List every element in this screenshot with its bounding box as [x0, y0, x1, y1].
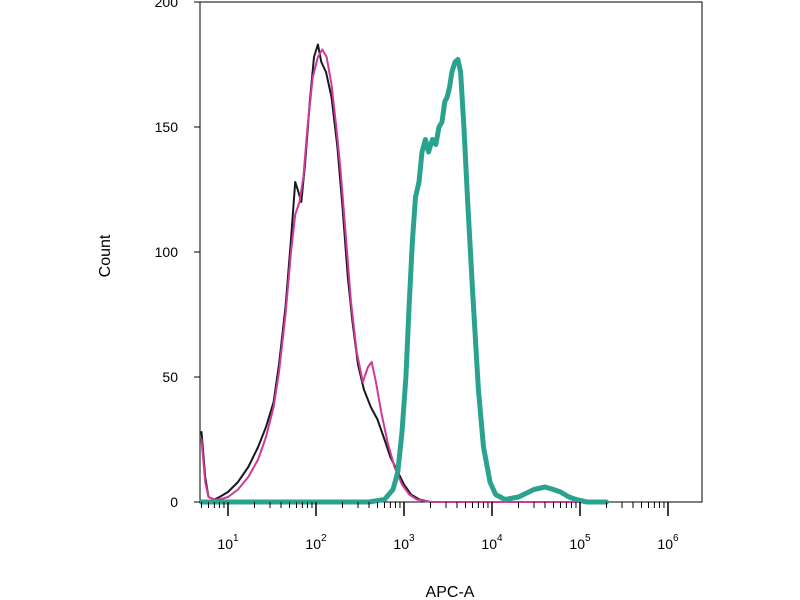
x-tick-label-6: 106: [657, 533, 679, 552]
y-tick-label-100: 100: [155, 244, 179, 260]
axis-layer: 0 50 100 150 200 101 102 103 104 105 106: [155, 0, 679, 552]
series-line-1: [200, 48, 608, 503]
x-tick-label-1: 101: [217, 533, 239, 552]
series-layer: [199, 43, 609, 505]
y-tick-label-0: 0: [170, 494, 178, 510]
series-line-2: [199, 57, 609, 505]
x-tick-label-5: 105: [569, 533, 591, 552]
x-tick-label-2: 102: [305, 533, 327, 552]
y-tick-label-50: 50: [162, 369, 178, 385]
y-tick-label-150: 150: [155, 119, 179, 135]
y-axis-label: Count: [97, 234, 114, 277]
x-axis-label: APC-A: [426, 584, 475, 600]
y-tick-label-200: 200: [155, 0, 179, 10]
x-tick-label-4: 104: [481, 533, 503, 552]
x-tick-label-3: 103: [393, 533, 415, 552]
